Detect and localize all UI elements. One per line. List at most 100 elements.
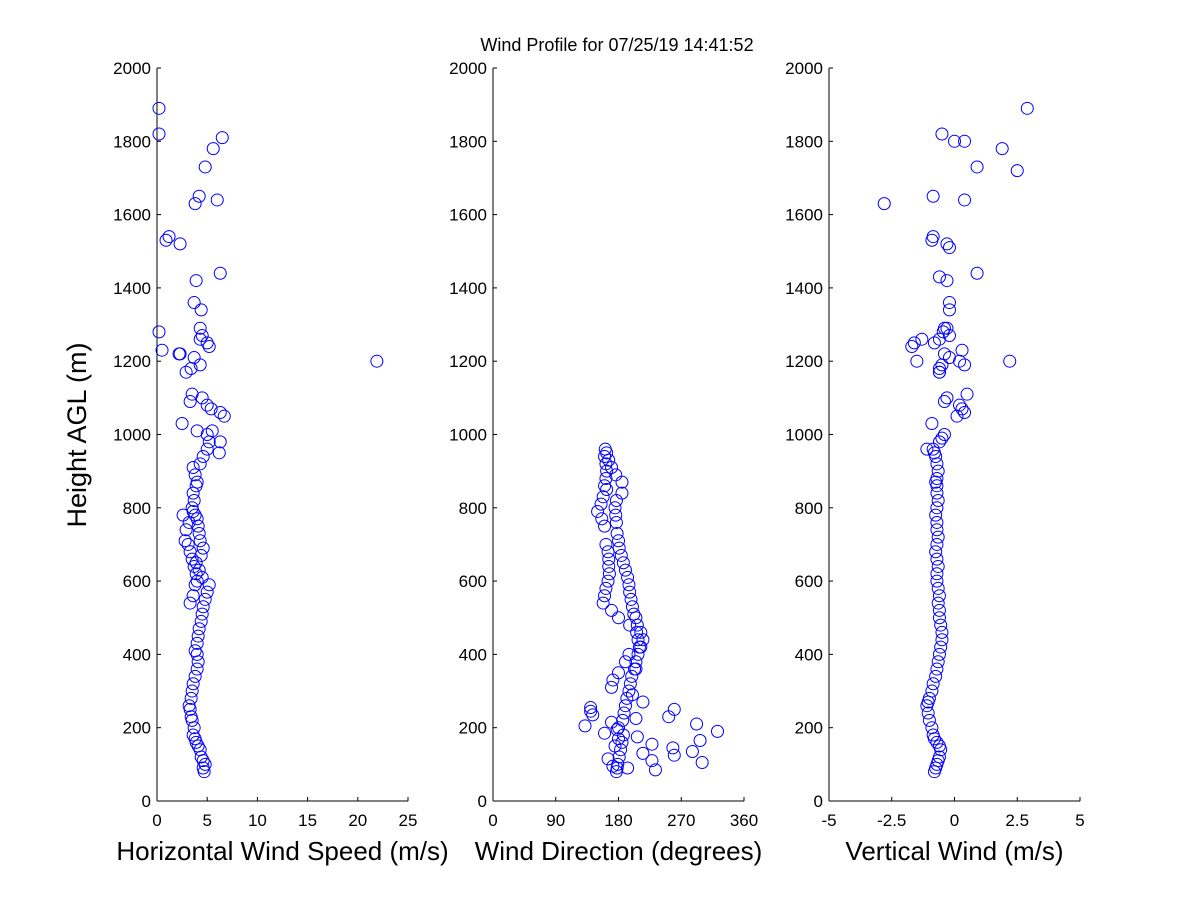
data-point	[602, 567, 616, 581]
x-tick-label: 20	[348, 811, 367, 830]
x-tick-label: 0	[152, 811, 161, 830]
data-point	[950, 409, 964, 423]
data-point	[927, 336, 941, 350]
data-point	[596, 596, 610, 610]
data-point	[940, 391, 954, 405]
data-point	[614, 548, 628, 562]
data-point	[184, 710, 198, 724]
y-tick-label: 1200	[449, 352, 487, 371]
data-point	[942, 241, 956, 255]
data-point	[586, 708, 600, 722]
data-point	[940, 237, 954, 251]
data-point	[152, 101, 166, 115]
data-point	[175, 417, 189, 431]
height-axis-title: Height AGL (m)	[62, 342, 92, 527]
data-point	[173, 237, 187, 251]
data-point	[937, 347, 951, 361]
data-point	[192, 189, 206, 203]
data-point	[935, 127, 949, 141]
data-point	[958, 134, 972, 148]
y-tick-label: 2000	[113, 59, 151, 78]
data-point	[187, 351, 201, 365]
data-point	[932, 647, 946, 661]
data-point	[213, 266, 227, 280]
data-point	[584, 701, 598, 715]
data-point	[370, 354, 384, 368]
data-point	[648, 763, 662, 777]
data-point	[608, 739, 622, 753]
data-point	[932, 611, 946, 625]
data-point	[907, 336, 921, 350]
data-point	[932, 750, 946, 764]
data-point	[185, 552, 199, 566]
x-tick-label: 25	[399, 811, 418, 830]
data-point	[623, 677, 637, 691]
data-point	[186, 460, 200, 474]
data-point	[931, 754, 945, 768]
data-point	[615, 735, 629, 749]
data-point	[930, 479, 944, 493]
data-point	[932, 603, 946, 617]
data-point	[955, 402, 969, 416]
data-point	[594, 497, 608, 511]
data-point	[198, 160, 212, 174]
data-point	[191, 739, 205, 753]
data-point	[185, 684, 199, 698]
data-point	[910, 354, 924, 368]
data-point	[605, 603, 619, 617]
data-point	[930, 515, 944, 529]
data-point	[940, 274, 954, 288]
y-tick-label: 600	[459, 572, 487, 591]
data-point	[190, 574, 204, 588]
data-point	[217, 409, 231, 423]
y-tick-label: 1600	[785, 206, 823, 225]
data-point	[693, 734, 707, 748]
y-tick-label: 1400	[449, 279, 487, 298]
data-point	[598, 589, 612, 603]
y-tick-label: 600	[123, 572, 151, 591]
data-point	[195, 607, 209, 621]
y-tick-label: 400	[459, 645, 487, 664]
data-point	[200, 336, 214, 350]
data-point	[182, 699, 196, 713]
data-point	[601, 574, 615, 588]
data-point	[631, 633, 645, 647]
y-tick-label: 1800	[113, 132, 151, 151]
data-point	[970, 160, 984, 174]
data-point	[196, 600, 210, 614]
data-point	[189, 567, 203, 581]
x-tick-label: 2.5	[1005, 811, 1029, 830]
data-point	[178, 534, 192, 548]
data-point	[602, 559, 616, 573]
data-point	[198, 757, 212, 771]
data-point	[922, 713, 936, 727]
y-tick-label: 800	[459, 499, 487, 518]
data-point	[212, 446, 226, 460]
data-point	[598, 449, 612, 463]
data-point	[922, 691, 936, 705]
data-point	[204, 402, 218, 416]
data-point	[931, 559, 945, 573]
data-point	[615, 486, 629, 500]
data-point	[190, 475, 204, 489]
data-point	[152, 325, 166, 339]
figure-title: Wind Profile for 07/25/19 14:41:52	[480, 35, 753, 55]
data-point	[609, 515, 623, 529]
data-point	[930, 537, 944, 551]
data-point	[213, 435, 227, 449]
data-point	[606, 673, 620, 687]
data-point	[601, 545, 615, 559]
data-point	[186, 677, 200, 691]
data-point	[629, 712, 643, 726]
data-point	[185, 501, 199, 515]
data-point	[618, 655, 632, 669]
data-point	[202, 578, 216, 592]
data-point	[215, 131, 229, 145]
y-tick-label: 200	[459, 719, 487, 738]
data-point	[190, 636, 204, 650]
data-point	[937, 428, 951, 441]
data-point	[193, 534, 207, 548]
y-tick-label: 1800	[449, 132, 487, 151]
data-point	[186, 486, 200, 500]
data-point	[609, 468, 623, 482]
